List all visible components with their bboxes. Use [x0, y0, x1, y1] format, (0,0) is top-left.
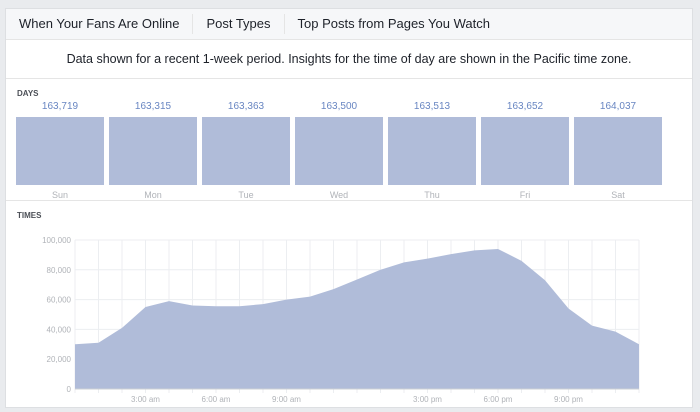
tab-top-posts[interactable]: Top Posts from Pages You Watch	[297, 16, 490, 31]
day-bar[interactable]	[109, 117, 197, 185]
day-bar[interactable]	[16, 117, 104, 185]
x-tick-label: 9:00 pm	[554, 395, 583, 404]
times-chart: 0 20,000 40,000 60,000 80,000 100,000 3:00 am 6…	[42, 236, 640, 404]
day-value: 163,513	[413, 101, 451, 112]
days-chart: 163,719 Sun 163,315 Mon 163,363 Tue 163,500 Wed…	[16, 101, 686, 200]
days-label: DAYS	[17, 89, 39, 98]
day-bar[interactable]	[202, 117, 290, 185]
day-column[interactable]: 163,719 Sun	[16, 101, 104, 200]
y-tick-label: 20,000	[47, 355, 72, 364]
times-label: TIMES	[17, 211, 42, 220]
day-label: Sat	[611, 190, 625, 200]
day-column[interactable]: 163,652 Fri	[481, 101, 569, 200]
tab-bar: When Your Fans Are Online Post Types Top…	[6, 9, 692, 40]
y-tick-label: 40,000	[47, 325, 72, 334]
tab-post-types[interactable]: Post Types	[193, 14, 285, 34]
day-bar[interactable]	[295, 117, 383, 185]
day-value: 163,719	[41, 101, 79, 112]
times-area	[75, 248, 639, 389]
x-tick-label: 3:00 pm	[413, 395, 442, 404]
x-tick-label: 9:00 am	[272, 395, 301, 404]
day-bar[interactable]	[574, 117, 662, 185]
y-tick-label: 100,000	[42, 236, 71, 245]
day-column[interactable]: 163,500 Wed	[295, 101, 383, 200]
day-value: 163,652	[506, 101, 544, 112]
y-tick-label: 0	[67, 385, 72, 394]
day-column[interactable]: 163,363 Tue	[202, 101, 290, 200]
day-label: Mon	[144, 190, 162, 200]
day-label: Sun	[51, 190, 68, 200]
divider	[6, 200, 692, 201]
y-tick-label: 80,000	[47, 266, 72, 275]
day-bar[interactable]	[481, 117, 569, 185]
x-tick-label: 3:00 am	[131, 395, 160, 404]
day-value: 163,500	[320, 101, 358, 112]
day-bar[interactable]	[388, 117, 476, 185]
day-label: Tue	[238, 190, 254, 200]
day-column[interactable]: 163,513 Thu	[388, 101, 476, 200]
tab-when-fans-online[interactable]: When Your Fans Are Online	[6, 14, 194, 34]
notice-text: Data shown for a recent 1-week period. I…	[6, 40, 692, 79]
day-value: 164,037	[599, 101, 637, 112]
day-label: Wed	[329, 190, 349, 200]
day-label: Fri	[519, 190, 531, 200]
day-label: Thu	[424, 190, 440, 200]
insights-card: When Your Fans Are Online Post Types Top…	[5, 8, 693, 408]
day-value: 163,315	[134, 101, 172, 112]
x-tick-label: 6:00 pm	[484, 395, 513, 404]
day-column[interactable]: 164,037 Sat	[574, 101, 662, 200]
day-column[interactable]: 163,315 Mon	[109, 101, 197, 200]
day-value: 163,363	[227, 101, 265, 112]
x-tick-label: 6:00 am	[202, 395, 231, 404]
y-tick-label: 60,000	[47, 296, 72, 305]
